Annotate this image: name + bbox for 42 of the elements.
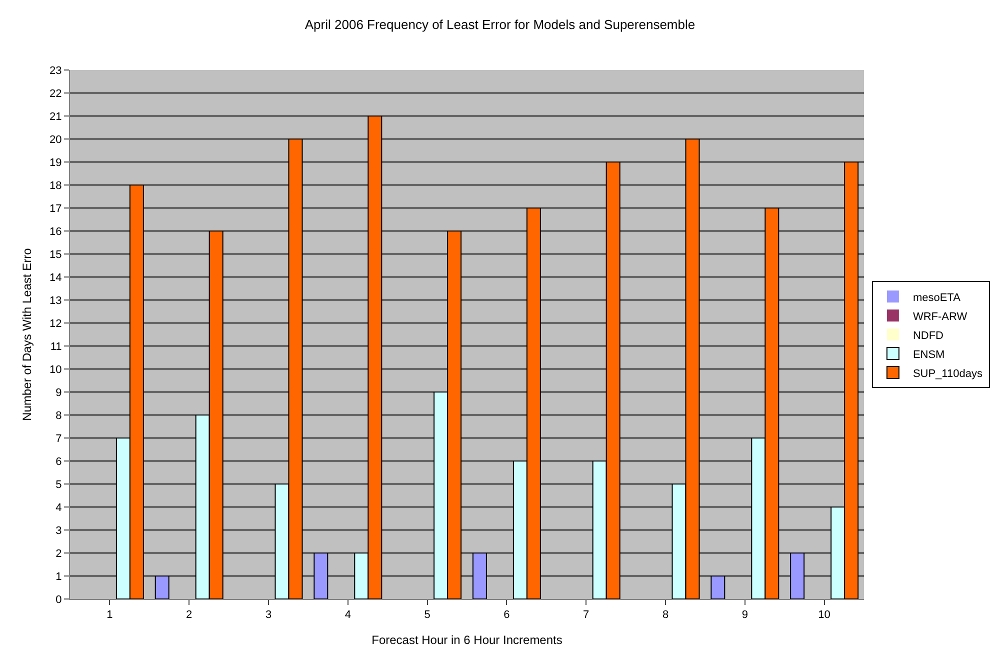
y-tick-label: 7 (56, 432, 62, 445)
y-tick-label: 21 (50, 110, 62, 123)
legend-label: NDFD (912, 330, 944, 342)
y-tick-label: 22 (50, 88, 62, 100)
y-tick-label: 6 (56, 456, 62, 468)
chart-title: April 2006 Frequency of Least Error for Models and Superensemble (304, 16, 696, 32)
y-tick-label: 17 (50, 202, 62, 215)
y-axis-title: Number of Days With Least Erro (20, 248, 34, 421)
y-tick-label: 15 (50, 248, 62, 261)
legend-label: ENSM (912, 348, 945, 361)
y-tick-label: 13 (50, 294, 62, 307)
x-tick-label: 10 (818, 609, 830, 622)
x-tick-label: 1 (106, 609, 113, 622)
legend-label: WRF-ARW (912, 310, 968, 323)
y-tick-label: 9 (56, 386, 62, 399)
y-tick-label: 11 (50, 340, 62, 353)
y-tick-label: 4 (56, 502, 62, 514)
x-tick-label: 8 (662, 609, 669, 622)
y-tick-label: 16 (50, 226, 62, 238)
y-tick-label: 14 (50, 272, 62, 284)
y-tick-label: 2 (56, 548, 62, 560)
x-tick-label: 5 (424, 609, 430, 622)
x-tick-label: 4 (344, 609, 351, 622)
y-tick-label: 12 (50, 318, 62, 330)
y-tick-label: 20 (50, 134, 62, 146)
legend-label: mesoETA (912, 292, 962, 304)
x-tick-label: 6 (504, 609, 510, 622)
y-tick-label: 0 (56, 594, 62, 606)
x-axis-title: Forecast Hour in 6 Hour Increments (372, 633, 562, 648)
y-tick-label: 18 (50, 180, 62, 192)
y-tick-label: 8 (56, 410, 62, 422)
y-tick-label: 1 (56, 570, 62, 583)
y-tick-label: 3 (56, 524, 62, 537)
x-tick-label: 9 (742, 609, 748, 622)
y-tick-label: 23 (50, 64, 62, 77)
x-tick-label: 3 (265, 609, 272, 622)
y-tick-label: 10 (50, 364, 62, 376)
y-tick-label: 5 (56, 478, 62, 491)
x-tick-label: 7 (583, 609, 590, 622)
legend-label: SUP_110days (912, 368, 983, 380)
x-tick-label: 2 (186, 609, 192, 622)
y-tick-label: 19 (50, 156, 62, 169)
